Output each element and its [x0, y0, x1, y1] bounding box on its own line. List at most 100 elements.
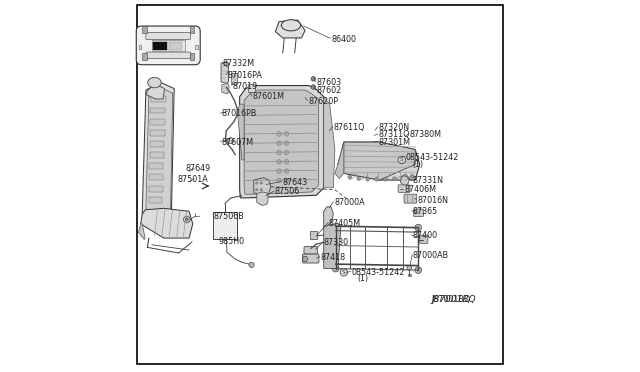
Circle shape [277, 141, 282, 145]
Polygon shape [275, 20, 305, 38]
Polygon shape [239, 86, 324, 198]
Text: 87016PB: 87016PB [221, 109, 257, 118]
FancyBboxPatch shape [310, 231, 318, 240]
Bar [408, 274, 411, 276]
Circle shape [357, 177, 360, 180]
Bar [231, 73, 237, 84]
FancyBboxPatch shape [413, 209, 424, 217]
Text: J87001BQ: J87001BQ [431, 295, 471, 304]
Text: 87019: 87019 [232, 82, 257, 91]
Circle shape [311, 85, 316, 89]
Circle shape [277, 132, 282, 136]
Text: (1): (1) [412, 160, 424, 169]
FancyBboxPatch shape [304, 247, 317, 254]
Circle shape [284, 169, 289, 173]
Bar [142, 53, 147, 60]
Text: 87365: 87365 [412, 207, 438, 216]
Text: 87405M: 87405M [329, 219, 361, 228]
Bar [168, 42, 182, 50]
Polygon shape [324, 207, 333, 226]
Text: 87620P: 87620P [308, 97, 338, 106]
Text: J87001BQ: J87001BQ [431, 295, 476, 304]
Text: 87330: 87330 [324, 238, 349, 247]
Circle shape [255, 189, 258, 191]
Circle shape [398, 156, 406, 164]
Text: 08543-51242: 08543-51242 [406, 153, 459, 162]
Polygon shape [146, 88, 173, 217]
Circle shape [332, 265, 339, 272]
Bar [150, 96, 166, 102]
Bar [149, 197, 163, 203]
Text: 87380M: 87380M [410, 130, 442, 139]
Text: 87331N: 87331N [412, 176, 444, 185]
Polygon shape [138, 224, 145, 240]
Text: 87332M: 87332M [223, 59, 255, 68]
Circle shape [260, 189, 262, 191]
Circle shape [277, 178, 282, 183]
Text: 985H0: 985H0 [219, 237, 245, 246]
Polygon shape [401, 174, 410, 186]
Polygon shape [141, 208, 193, 238]
Bar [139, 45, 141, 49]
Circle shape [186, 218, 188, 221]
FancyBboxPatch shape [420, 235, 428, 243]
Circle shape [277, 169, 282, 173]
Text: 87320N: 87320N [379, 123, 410, 132]
Text: 86400: 86400 [331, 35, 356, 44]
Text: 87602: 87602 [316, 86, 342, 95]
Text: 87611Q: 87611Q [333, 123, 365, 132]
Circle shape [277, 150, 282, 155]
Circle shape [277, 160, 282, 164]
Bar [142, 26, 147, 33]
Circle shape [332, 224, 339, 231]
Circle shape [284, 150, 289, 155]
Polygon shape [338, 142, 420, 180]
Bar [190, 26, 195, 33]
Text: 87000AB: 87000AB [413, 251, 449, 260]
FancyBboxPatch shape [146, 52, 191, 58]
Text: 87506B: 87506B [213, 212, 244, 221]
Polygon shape [335, 142, 344, 179]
Text: 87311Q: 87311Q [379, 130, 410, 139]
Bar [150, 108, 165, 113]
Polygon shape [324, 223, 341, 269]
Polygon shape [324, 97, 335, 188]
Circle shape [410, 174, 414, 178]
Circle shape [365, 177, 369, 181]
Text: 87400: 87400 [412, 231, 437, 240]
Circle shape [415, 224, 422, 231]
FancyBboxPatch shape [136, 26, 200, 65]
Circle shape [260, 182, 262, 184]
Text: 87601M: 87601M [252, 92, 284, 101]
Text: 87603: 87603 [316, 78, 341, 87]
Bar [152, 40, 184, 51]
Polygon shape [254, 178, 271, 196]
Circle shape [284, 160, 289, 164]
Circle shape [284, 178, 289, 183]
Bar [154, 42, 167, 50]
Circle shape [228, 138, 234, 144]
Text: 87649: 87649 [186, 164, 211, 173]
Bar [150, 141, 164, 147]
Polygon shape [146, 84, 164, 99]
Text: 87607M: 87607M [221, 138, 253, 147]
Text: S: S [342, 270, 346, 275]
Polygon shape [344, 142, 415, 180]
Bar [213, 212, 237, 239]
Circle shape [392, 177, 396, 180]
FancyBboxPatch shape [146, 32, 191, 39]
Bar [150, 119, 165, 125]
Circle shape [401, 176, 405, 180]
Circle shape [311, 77, 316, 81]
Circle shape [348, 175, 351, 179]
Ellipse shape [148, 77, 161, 88]
Text: S: S [400, 157, 404, 163]
Circle shape [255, 182, 258, 184]
Polygon shape [142, 83, 174, 224]
Circle shape [407, 266, 412, 270]
Text: 87643: 87643 [282, 178, 307, 187]
Bar [149, 186, 163, 192]
Text: 87501A: 87501A [178, 175, 209, 184]
Text: 08543-51242: 08543-51242 [351, 268, 404, 277]
Circle shape [415, 267, 422, 273]
